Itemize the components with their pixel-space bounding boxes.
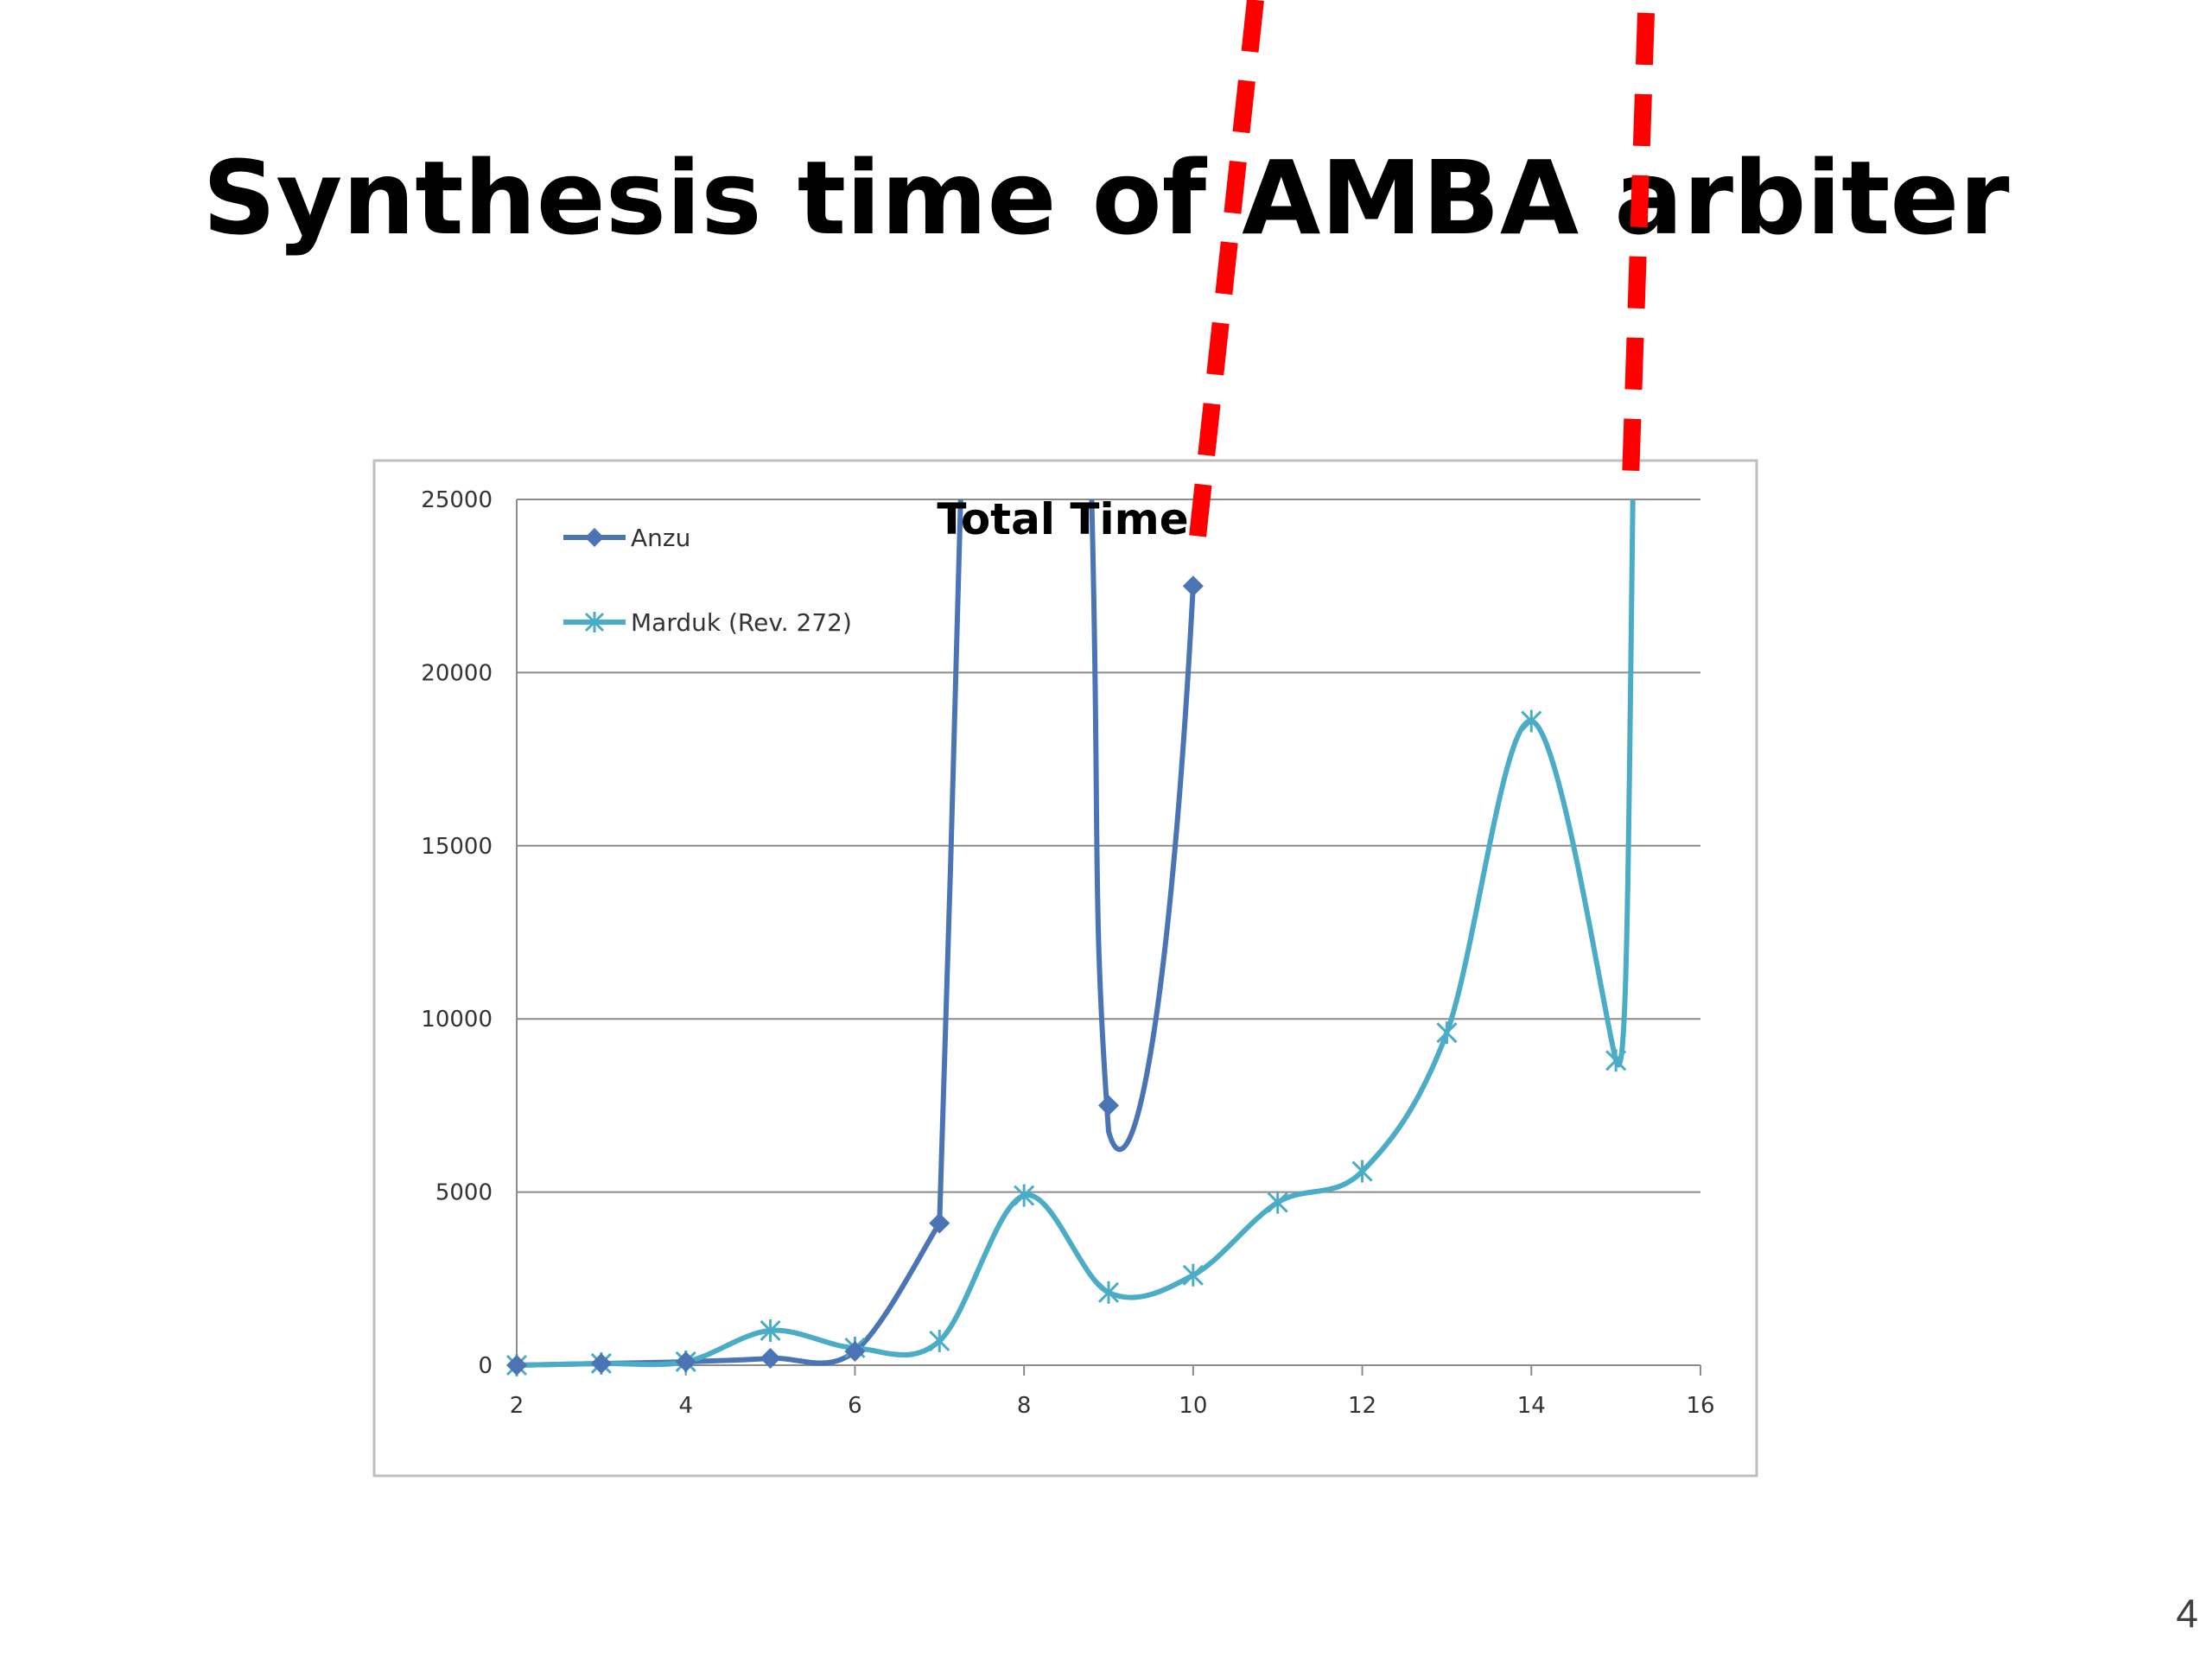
anzu-point-1 [590, 1352, 612, 1374]
anzu-point-5 [929, 1212, 950, 1234]
y-tick-label: 25000 [421, 487, 493, 513]
legend-label: Marduk (Rev. 272) [631, 608, 852, 637]
marduk-point-5 [929, 1329, 950, 1352]
legend: Anzu Marduk (Rev. 272) [563, 524, 852, 637]
y-tick-label: 5000 [435, 1180, 493, 1206]
marduk-point-3 [760, 1319, 781, 1342]
x-tick-label: 10 [1179, 1393, 1207, 1419]
legend-marker [584, 612, 605, 632]
y-tick-label: 0 [478, 1353, 493, 1379]
y-tick-label: 20000 [421, 660, 493, 686]
axis-layer: 0 5000 10000 15000 20000 25000 2 4 6 8 10 12 14 16 [421, 487, 1714, 1419]
anzu-point-2 [675, 1351, 696, 1372]
anzu-point-3 [760, 1347, 781, 1369]
marduk-point-12 [1521, 709, 1542, 733]
x-tick-label: 16 [1686, 1393, 1714, 1419]
marduk-point-11 [1436, 1021, 1458, 1045]
slide-title: Synthesis time of AMBA arbiter [202, 138, 2010, 257]
y-tick-label: 15000 [421, 834, 493, 860]
series-line-anzu-part2 [1089, 499, 1196, 1153]
chart-title: Total Time [937, 494, 1188, 544]
x-tick-label: 14 [1517, 1393, 1546, 1419]
marduk-point-9 [1267, 1191, 1288, 1214]
x-tick-label: 2 [510, 1393, 524, 1419]
marduk-point-8 [1182, 1263, 1204, 1287]
anzu-point-7 [1182, 575, 1204, 597]
red-dashed-line-2 [1622, 12, 1655, 480]
y-tick-label: 10000 [421, 1007, 493, 1033]
x-tick-label: 12 [1348, 1393, 1376, 1419]
anzu-point-4 [844, 1340, 866, 1362]
anzu-point-0 [506, 1355, 527, 1376]
red-dashed-line-1 [1187, 0, 1264, 555]
x-tick-label: 6 [848, 1393, 862, 1419]
marduk-point-13 [1605, 1049, 1627, 1072]
marduk-point-10 [1351, 1160, 1373, 1183]
x-tick-label: 8 [1017, 1393, 1032, 1419]
annotation-layer [1187, 0, 1655, 555]
anzu-point-6 [1098, 1095, 1119, 1116]
series-layer [505, 499, 1636, 1376]
legend-label: Anzu [631, 524, 690, 552]
x-tick-label: 4 [678, 1393, 693, 1419]
page-number: 4 [2176, 1591, 2198, 1636]
marduk-point-6 [1014, 1184, 1035, 1207]
marduk-point-7 [1097, 1281, 1120, 1304]
legend-marker [585, 528, 604, 547]
chart-frame [372, 459, 1758, 1478]
